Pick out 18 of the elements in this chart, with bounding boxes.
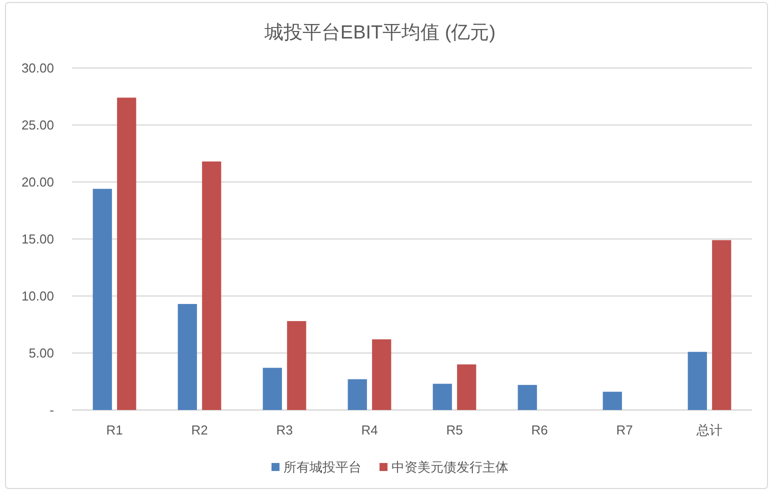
x-tick-label: R6 [531,422,548,438]
x-tick-label: R4 [361,422,378,438]
y-tick-label: 25.00 [21,118,54,132]
y-tick-label: 15.00 [21,232,54,246]
legend-label: 所有城投平台 [284,460,362,474]
y-tick-label: 5.00 [28,346,54,360]
x-tick-label: R2 [191,422,208,438]
legend-label: 中资美元债发行主体 [392,460,508,474]
y-tick-label: 10.00 [21,288,54,304]
x-tick-label: R3 [276,422,293,438]
x-tick-label: R7 [616,422,633,438]
y-tick-label: - [50,402,54,418]
y-tick-label: 20.00 [21,174,54,190]
x-tick-label: 总计 [696,422,722,438]
x-tick-label: R1 [106,422,123,438]
title: 城投平台EBIT平均值 (亿元) [264,22,496,44]
y-tick-label: 30.00 [21,60,54,76]
x-tick-label: R5 [446,422,463,438]
